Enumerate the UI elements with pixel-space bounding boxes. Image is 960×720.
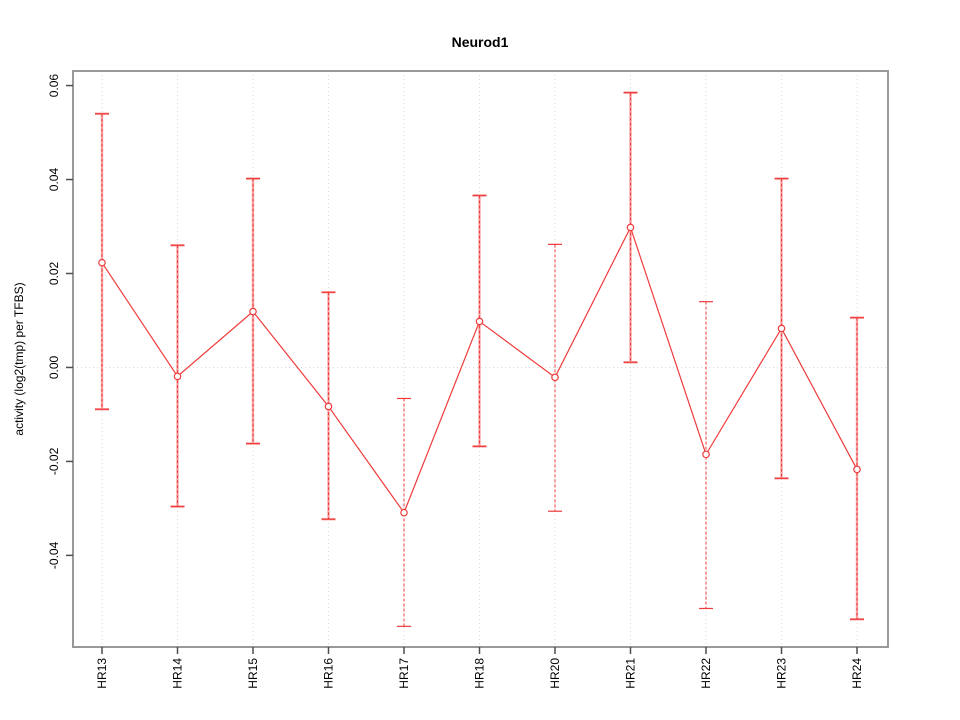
y-tick-label: 0.06: [47, 74, 61, 98]
data-point: [777, 324, 786, 333]
x-tick-label: HR21: [624, 658, 638, 689]
data-point: [551, 373, 559, 382]
y-tick-label: 0.02: [47, 261, 61, 285]
x-tick-label: HR16: [322, 658, 336, 689]
data-point: [98, 258, 106, 267]
chart-title: Neurod1: [451, 34, 509, 50]
data-point: [853, 465, 861, 474]
x-tick-label: HR24: [850, 658, 864, 689]
data-point: [626, 223, 635, 232]
y-tick-label: 0.00: [47, 355, 61, 379]
data-point: [324, 402, 333, 411]
x-tick-label: HR23: [775, 658, 789, 689]
data-point: [249, 307, 257, 316]
x-tick-label: HR13: [95, 658, 109, 689]
y-tick-label: -0.02: [47, 447, 61, 475]
y-tick-label: 0.04: [47, 168, 61, 192]
y-tick-label: -0.04: [47, 541, 61, 569]
x-tick-label: HR22: [699, 658, 713, 689]
x-tick-label: HR14: [171, 658, 185, 689]
plot-frame: [72, 70, 889, 648]
x-tick-label: HR18: [473, 658, 487, 689]
data-point: [400, 508, 408, 517]
data-point: [173, 372, 182, 381]
x-tick-label: HR20: [548, 658, 562, 689]
x-tick-label: HR17: [397, 658, 411, 689]
x-tick-label: HR15: [246, 658, 260, 689]
data-point: [475, 317, 484, 326]
data-point: [702, 450, 710, 459]
